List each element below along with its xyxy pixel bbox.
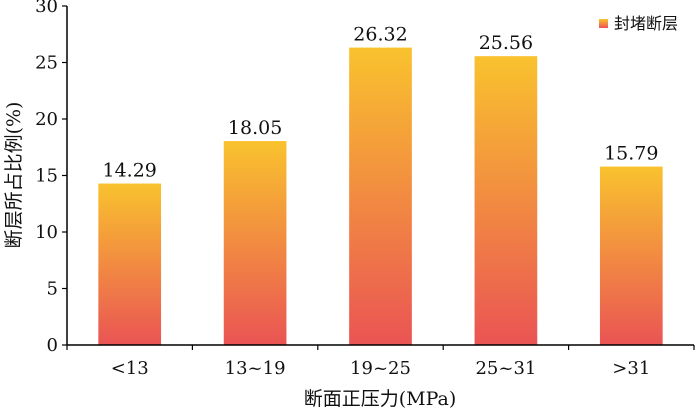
y-tick-label: 25 xyxy=(35,53,58,74)
bars xyxy=(98,47,663,346)
bar xyxy=(474,56,538,346)
bar xyxy=(599,166,663,345)
bar-value-label: 14.29 xyxy=(102,160,156,182)
legend-swatch xyxy=(599,19,608,28)
y-axis-ticks: 0 5 10 15 20 25 30 xyxy=(35,0,67,356)
y-tick-label: 20 xyxy=(35,109,58,130)
y-tick-label: 30 xyxy=(35,0,58,17)
bar xyxy=(98,183,162,345)
x-tick-label: 13~19 xyxy=(225,358,286,379)
bar-value-label: 15.79 xyxy=(604,143,658,165)
bar xyxy=(223,141,287,345)
y-tick-label: 5 xyxy=(47,279,58,300)
y-tick-label: 10 xyxy=(35,222,58,243)
bar-value-labels: 14.29 18.05 26.32 25.56 15.79 xyxy=(102,24,658,182)
bar-value-label: 18.05 xyxy=(228,117,282,139)
x-tick-label: >31 xyxy=(612,358,650,379)
legend-label: 封堵断层 xyxy=(614,14,678,33)
bar xyxy=(349,47,412,346)
x-tick-label: 25~31 xyxy=(475,358,536,379)
x-tick-label: <13 xyxy=(111,358,149,379)
y-tick-label: 15 xyxy=(35,166,58,187)
x-axis-label: 断面正压力(MPa) xyxy=(304,388,457,410)
bar-value-label: 26.32 xyxy=(353,24,407,46)
x-axis-ticks: <13 13~19 19~25 25~31 >31 xyxy=(66,345,695,379)
y-tick-label: 0 xyxy=(47,335,58,356)
x-tick-label: 19~25 xyxy=(350,358,411,379)
bar-value-label: 25.56 xyxy=(479,32,533,54)
legend: 封堵断层 xyxy=(599,14,678,33)
y-axis-label: 断层所占比例(%) xyxy=(3,102,25,249)
